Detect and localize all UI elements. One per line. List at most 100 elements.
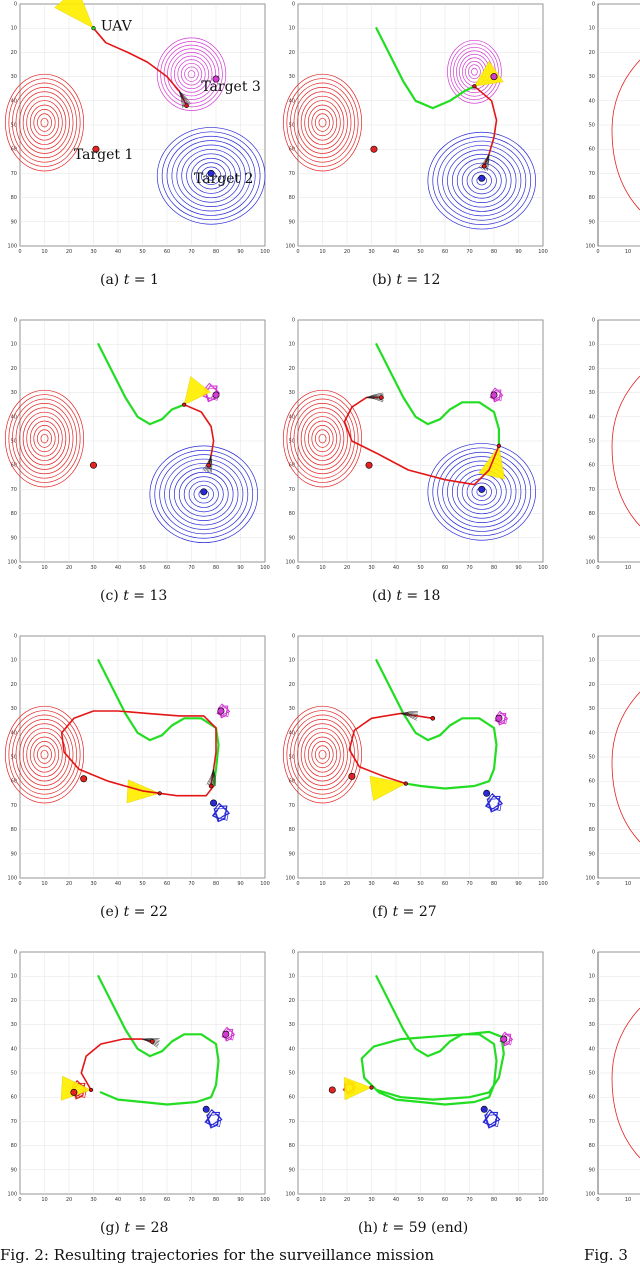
- plan-endpoint: [150, 1039, 155, 1044]
- contour-line: [37, 429, 52, 448]
- x-tick-label: 0: [18, 1197, 21, 1203]
- y-tick-label: 40: [11, 730, 17, 736]
- contour-line: [437, 140, 527, 221]
- x-tick-label: 80: [491, 881, 497, 887]
- annotation-target3: Target 3: [201, 79, 261, 95]
- contour-line: [297, 407, 348, 470]
- x-tick-label: 80: [213, 249, 219, 255]
- contour-line: [12, 714, 77, 795]
- figure-caption-right: Fig. 3: [584, 1246, 628, 1264]
- x-tick-label: 10: [41, 249, 47, 255]
- candidate-path: [478, 153, 490, 168]
- target3-marker: [495, 714, 503, 722]
- y-tick-label: 70: [289, 171, 295, 177]
- candidate-path: [206, 769, 214, 785]
- target1-contours: [4, 73, 85, 172]
- target1-contours: [282, 705, 363, 804]
- y-tick-label: 90: [11, 851, 17, 857]
- contour-line: [427, 443, 537, 541]
- contour-line: [461, 473, 502, 510]
- target1-marker: [92, 145, 100, 153]
- contour-line: [318, 117, 327, 128]
- y-tick-label: 20: [589, 998, 595, 1004]
- contour-line: [154, 449, 254, 539]
- y-tick-label: 20: [11, 682, 17, 688]
- contour-line: [452, 465, 512, 519]
- contour-line: [176, 144, 246, 207]
- plot-g: 0 0 10 10 20 20 30 30 40 40 50 50 60 60 70 70 80 80 90 90 10…: [7, 950, 270, 1204]
- x-tick-label: 90: [515, 565, 521, 571]
- y-tick-label: 10: [11, 658, 17, 664]
- target2-contours: [156, 127, 266, 225]
- y-tick-label: 50: [589, 1071, 595, 1077]
- target3-marker: [490, 73, 498, 81]
- y-tick-label: 100: [585, 876, 595, 882]
- x-tick-label: 10: [319, 565, 325, 571]
- x-tick-label: 0: [596, 1197, 599, 1203]
- y-tick-label: 0: [14, 2, 17, 8]
- y-tick-label: 30: [289, 390, 295, 396]
- y-tick-label: 40: [289, 730, 295, 736]
- plot-b: 0 0 10 10 20 20 30 30 40 40 50 50 60 60 70 70 80 80 90 90 10…: [282, 2, 548, 255]
- y-tick-label: 60: [11, 463, 17, 469]
- x-tick-label: 50: [417, 565, 423, 571]
- contour-line: [318, 433, 327, 444]
- x-tick-label: 10: [625, 249, 631, 255]
- target1-marker: [70, 1088, 78, 1096]
- contour-line: [427, 131, 537, 230]
- x-tick-label: 60: [442, 565, 448, 571]
- contour-line: [166, 135, 256, 216]
- x-tick-label: 30: [368, 1197, 374, 1203]
- contour-line: [186, 153, 236, 199]
- y-tick-label: 40: [289, 98, 295, 104]
- y-tick-label: 90: [289, 851, 295, 857]
- x-tick-label: 60: [164, 565, 170, 571]
- x-tick-label: 100: [260, 249, 270, 255]
- x-tick-label: 30: [90, 1197, 96, 1203]
- x-tick-label: 40: [393, 249, 399, 255]
- contour-line: [452, 153, 512, 208]
- contour-line: [290, 714, 355, 795]
- target2-contours: [211, 802, 230, 823]
- uav-trajectory: [97, 975, 220, 1106]
- x-tick-label: 10: [41, 881, 47, 887]
- y-tick-label: 30: [589, 390, 595, 396]
- target2-contours: [427, 443, 537, 541]
- target1-marker: [370, 145, 378, 153]
- target2-contours: [485, 793, 503, 813]
- x-tick-label: 50: [417, 1197, 423, 1203]
- y-tick-label: 50: [11, 123, 17, 129]
- x-tick-label: 40: [393, 881, 399, 887]
- y-tick-label: 50: [11, 755, 17, 761]
- contour-line: [318, 749, 327, 760]
- sensor-footprint: [474, 60, 504, 87]
- x-tick-label: 70: [466, 881, 472, 887]
- plan-endpoint: [379, 395, 384, 400]
- y-tick-label: 40: [589, 414, 595, 420]
- contour-line: [304, 100, 341, 145]
- y-tick-label: 60: [589, 779, 595, 785]
- candidate-path: [366, 397, 384, 403]
- x-tick-label: 40: [393, 1197, 399, 1203]
- target3-marker: [490, 391, 498, 399]
- contour-line: [286, 394, 359, 483]
- uav-trajectory: [375, 659, 498, 790]
- y-tick-label: 100: [7, 560, 17, 566]
- contour-line: [12, 398, 77, 479]
- y-tick-label: 100: [285, 560, 295, 566]
- y-tick-label: 90: [289, 1167, 295, 1173]
- x-tick-label: 90: [237, 249, 243, 255]
- x-tick-label: 100: [260, 1197, 270, 1203]
- y-tick-label: 70: [589, 171, 595, 177]
- y-tick-label: 10: [289, 26, 295, 32]
- target1-contours: [4, 389, 85, 488]
- contour-line: [286, 78, 359, 167]
- x-tick-label: 10: [625, 565, 631, 571]
- x-tick-label: 100: [260, 565, 270, 571]
- x-tick-label: 50: [417, 881, 423, 887]
- plan-endpoint: [481, 163, 487, 169]
- plan-endpoint: [430, 715, 436, 721]
- annotation-target1: Target 1: [74, 147, 134, 163]
- contour-line: [471, 67, 478, 76]
